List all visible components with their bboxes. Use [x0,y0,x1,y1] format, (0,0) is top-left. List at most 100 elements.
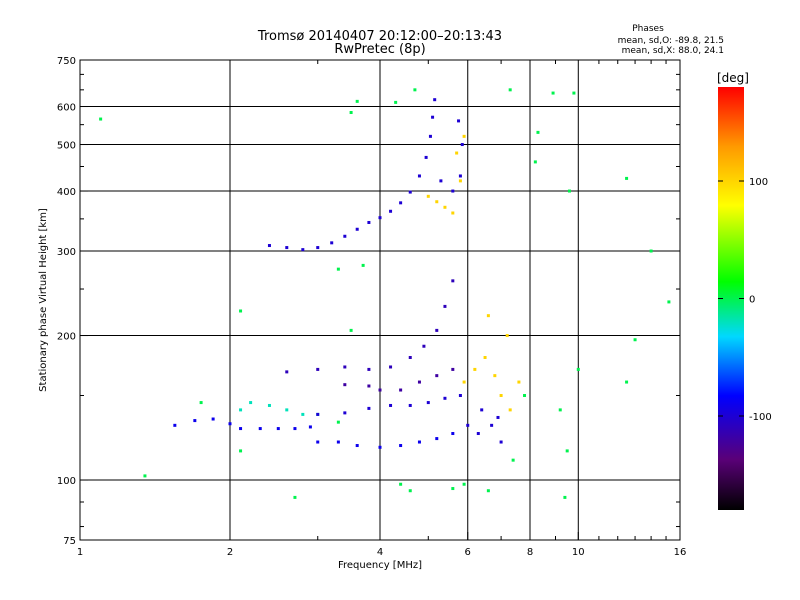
data-point [285,370,289,374]
data-point [435,328,439,332]
data-point [173,423,177,427]
phases-o-line: mean, sd,O: -89.8, 21.5 [618,36,724,46]
data-point [625,380,629,384]
data-point [431,115,435,119]
data-point [455,151,459,155]
x-tick-label: 1 [77,547,83,558]
data-point [576,367,580,371]
data-point [457,119,461,123]
data-point [367,367,371,371]
data-point [483,355,487,359]
data-point [480,408,484,412]
data-point [466,423,470,427]
data-point [511,458,515,462]
data-point [490,423,494,427]
data-point [239,309,243,313]
x-tick-label: 4 [377,547,383,558]
data-point [239,449,243,453]
data-point [267,403,271,407]
data-point [417,174,421,178]
data-point [462,134,466,138]
data-point [258,427,262,431]
data-point [343,383,347,387]
data-point [343,234,347,238]
data-point [199,401,203,405]
data-point [451,279,455,283]
data-point [408,489,412,493]
y-tick-label: 200 [57,332,76,343]
data-point [458,394,462,398]
chart-subtitle: RwPretec (8p) [334,42,425,57]
data-point [439,179,443,183]
data-point [567,189,571,193]
data-point [426,401,430,405]
data-point [367,406,371,410]
data-point [343,411,347,415]
data-point [349,328,353,332]
data-point [355,227,359,231]
data-point [349,111,353,115]
y-tick-label: 400 [57,187,76,198]
data-point [451,211,455,215]
data-point [378,216,382,220]
grid-lines [80,60,680,540]
data-point [499,394,503,398]
data-point [301,412,305,416]
data-point [343,365,347,369]
data-point [443,304,447,308]
data-point [422,344,426,348]
data-point [413,88,417,92]
data-point [285,246,289,250]
colorbar-tick-label: 0 [749,295,755,306]
data-point [399,482,403,486]
data-point [301,248,305,252]
x-tick-label: 10 [572,547,585,558]
data-point [408,403,412,407]
data-point [451,367,455,371]
data-point [308,425,312,429]
data-point [389,365,393,369]
data-point [399,444,403,448]
data-point [399,388,403,392]
axis-ticks: 1 2 4 6 8 10 16 75 100 200 300 400 500 600 750 [57,56,686,558]
data-point [451,487,455,491]
data-point [517,380,521,384]
x-axis-label: Frequency [MHz] [338,560,422,571]
data-point [565,449,569,453]
data-point [493,374,497,378]
data-point [458,179,462,183]
data-point [451,432,455,436]
data-point [249,401,253,405]
data-point [476,432,480,436]
data-point [533,160,537,164]
data-point [460,143,464,147]
data-point [293,495,297,499]
data-point [428,134,432,138]
data-point [316,367,320,371]
data-point [451,189,455,193]
x-tick-label: 2 [227,547,233,558]
data-point [99,117,103,121]
data-point [433,98,437,102]
data-point [389,209,393,213]
data-point [649,249,653,253]
x-tick-label: 6 [465,547,471,558]
data-point [486,489,490,493]
data-point [443,396,447,400]
chart-title: Tromsø 20140407 20:12:00–20:13:43 [257,29,502,44]
data-point [367,384,371,388]
data-point [276,427,280,431]
data-point [523,394,527,398]
data-point [330,241,334,245]
data-point [285,408,289,412]
data-point [316,412,320,416]
data-point [336,420,340,424]
data-point [426,194,430,198]
data-point [408,190,412,194]
data-point [293,427,297,431]
data-point [496,415,500,419]
data-point [193,419,197,423]
colorbar-tick-label: -100 [749,412,772,423]
data-point [486,314,490,318]
